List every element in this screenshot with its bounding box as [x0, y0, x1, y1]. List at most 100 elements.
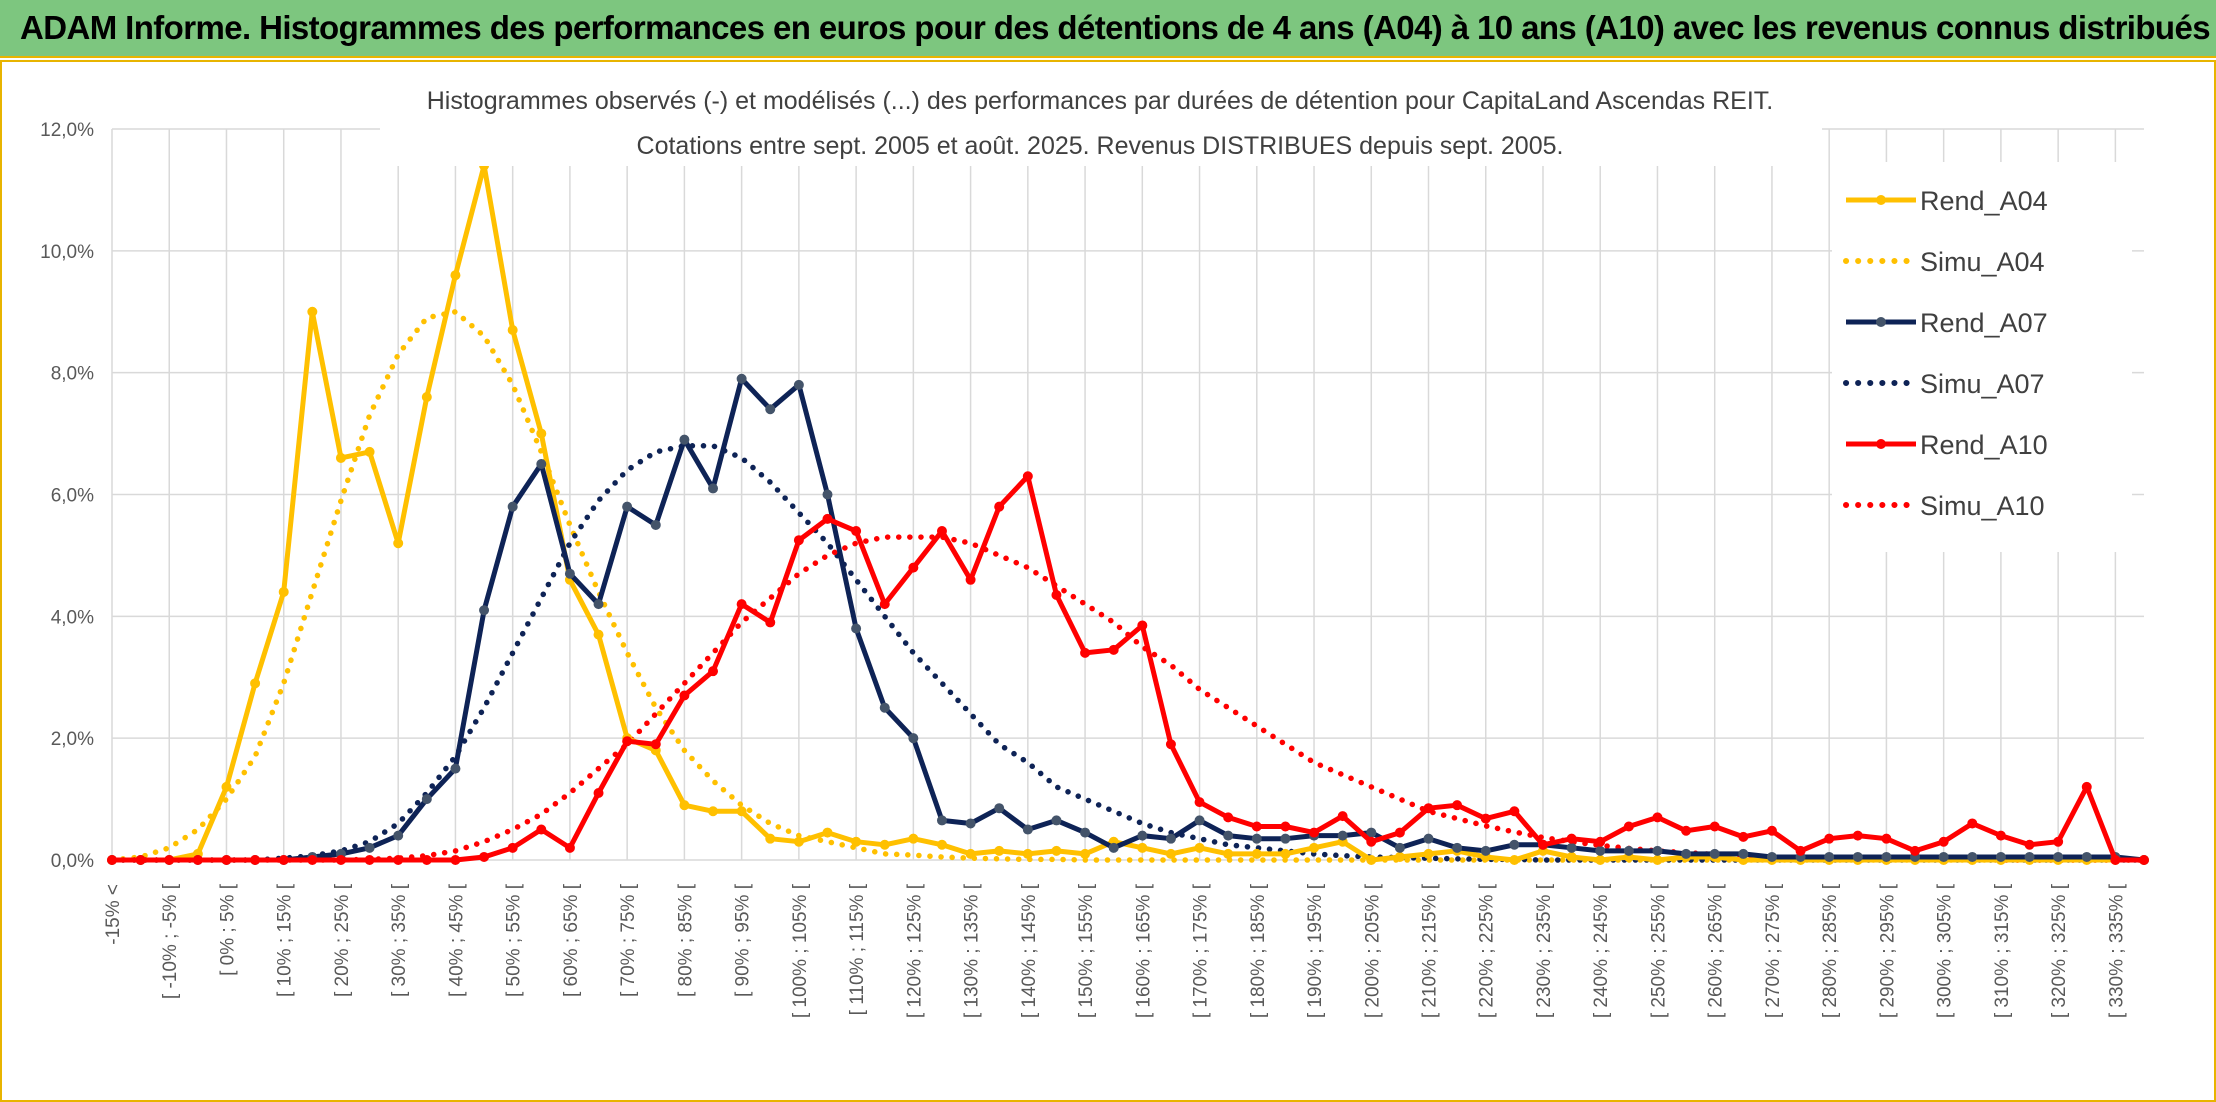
data-point [793, 535, 804, 546]
data-point [2110, 855, 2121, 865]
data-point [1623, 845, 1634, 856]
y-tick-label: 4,0% [51, 607, 94, 628]
data-point [1394, 851, 1405, 862]
data-point [1251, 848, 1262, 859]
legend-item-simu-a07: Simu_A07 [1843, 369, 2045, 399]
data-point [708, 666, 719, 677]
data-point [507, 842, 518, 853]
data-point [822, 489, 833, 500]
data-point [1051, 815, 1062, 826]
data-point [994, 803, 1005, 814]
data-point [1280, 848, 1291, 859]
data-point [1709, 821, 1720, 832]
x-tick-label: [ 230% ; 235% [ [1534, 883, 1555, 1018]
data-point [507, 501, 518, 512]
data-point [1251, 833, 1262, 844]
x-tick-label: [ 110% ; 115% [ [847, 883, 868, 1015]
legend-marker [1876, 317, 1886, 327]
legend-background [1832, 162, 2132, 552]
data-point [1223, 848, 1234, 859]
data-point [851, 623, 862, 634]
y-tick-label: 12,0% [40, 120, 94, 141]
data-point [1309, 842, 1320, 853]
x-tick-label: [ 60% ; 65% [ [561, 883, 582, 997]
data-point [1080, 827, 1091, 838]
data-point [1480, 813, 1491, 824]
data-point [708, 483, 719, 494]
chart-area: Histogrammes observés (-) et modélisés (… [0, 60, 2216, 1102]
data-point [679, 690, 690, 701]
legend-item-simu-a04: Simu_A04 [1843, 247, 2045, 277]
data-point [1824, 851, 1835, 862]
x-tick-label: [ -10% ; -5% [ [160, 883, 181, 999]
data-point [1194, 842, 1205, 853]
data-point [1108, 842, 1119, 853]
x-tick-label: [ 100% ; 105% [ [790, 883, 811, 1018]
x-tick-label: [ 240% ; 245% [ [1591, 883, 1612, 1018]
data-point [1337, 830, 1348, 841]
x-tick-label: [ 200% ; 205% [ [1362, 883, 1383, 1018]
x-tick-label: [ 150% ; 155% [ [1076, 883, 1097, 1018]
data-point [364, 855, 375, 865]
data-point [1423, 848, 1434, 859]
data-point [335, 855, 346, 865]
data-point [765, 617, 776, 628]
data-point [2053, 851, 2064, 862]
data-point [879, 599, 890, 610]
chart-title-background [380, 62, 1822, 166]
x-tick-label: [ 140% ; 145% [ [1019, 883, 1040, 1018]
data-point [1394, 827, 1405, 838]
data-point [307, 306, 318, 317]
data-point [765, 833, 776, 844]
data-point [164, 855, 175, 865]
x-tick-label: [ 330% ; 335% [ [2106, 883, 2127, 1018]
data-point [1938, 836, 1949, 847]
data-point [564, 568, 575, 579]
x-tick-label: [ 220% ; 225% [ [1477, 883, 1498, 1018]
data-point [1509, 839, 1520, 850]
y-tick-label: 2,0% [51, 729, 94, 750]
data-point [1366, 855, 1377, 865]
data-point [1881, 833, 1892, 844]
data-point [107, 855, 117, 865]
x-tick-label: [ 90% ; 95% [ [733, 883, 754, 997]
data-point [1251, 821, 1262, 832]
data-point [1652, 812, 1663, 823]
y-tick-label: 0,0% [51, 851, 94, 872]
x-tick-label: [ 310% ; 315% [ [1992, 883, 2013, 1018]
data-point [1194, 797, 1205, 808]
data-point [793, 836, 804, 847]
data-point [1995, 851, 2006, 862]
data-point [1852, 851, 1863, 862]
data-point [1537, 839, 1548, 850]
data-point [622, 501, 633, 512]
data-point [908, 733, 919, 744]
data-point [1852, 830, 1863, 841]
x-tick-label: [ 300% ; 305% [ [1935, 883, 1956, 1018]
data-point [1309, 827, 1320, 838]
grid [111, 128, 2144, 861]
data-point [536, 428, 547, 439]
data-point [1165, 833, 1176, 844]
x-tick-label: [ 320% ; 325% [ [2049, 883, 2070, 1018]
data-point [593, 787, 604, 798]
data-point [1394, 842, 1405, 853]
data-point [1652, 845, 1663, 856]
report-banner: ADAM Informe. Histogrammes des performan… [0, 0, 2216, 58]
x-tick-label: [ 20% ; 25% [ [332, 883, 353, 997]
legend-item-simu-a10: Simu_A10 [1843, 491, 2045, 521]
data-point [1080, 848, 1091, 859]
data-point [1681, 848, 1692, 859]
data-point [278, 586, 289, 597]
data-point [1080, 647, 1091, 658]
data-point [364, 842, 375, 853]
data-point [851, 526, 862, 537]
data-point [1022, 848, 1033, 859]
y-tick-label: 10,0% [40, 242, 94, 263]
data-point [936, 839, 947, 850]
data-point [1995, 830, 2006, 841]
x-tick-label: [ 0% ; 5% [ [217, 883, 238, 976]
data-point [1595, 836, 1606, 847]
data-point [793, 379, 804, 390]
data-point [479, 605, 490, 616]
